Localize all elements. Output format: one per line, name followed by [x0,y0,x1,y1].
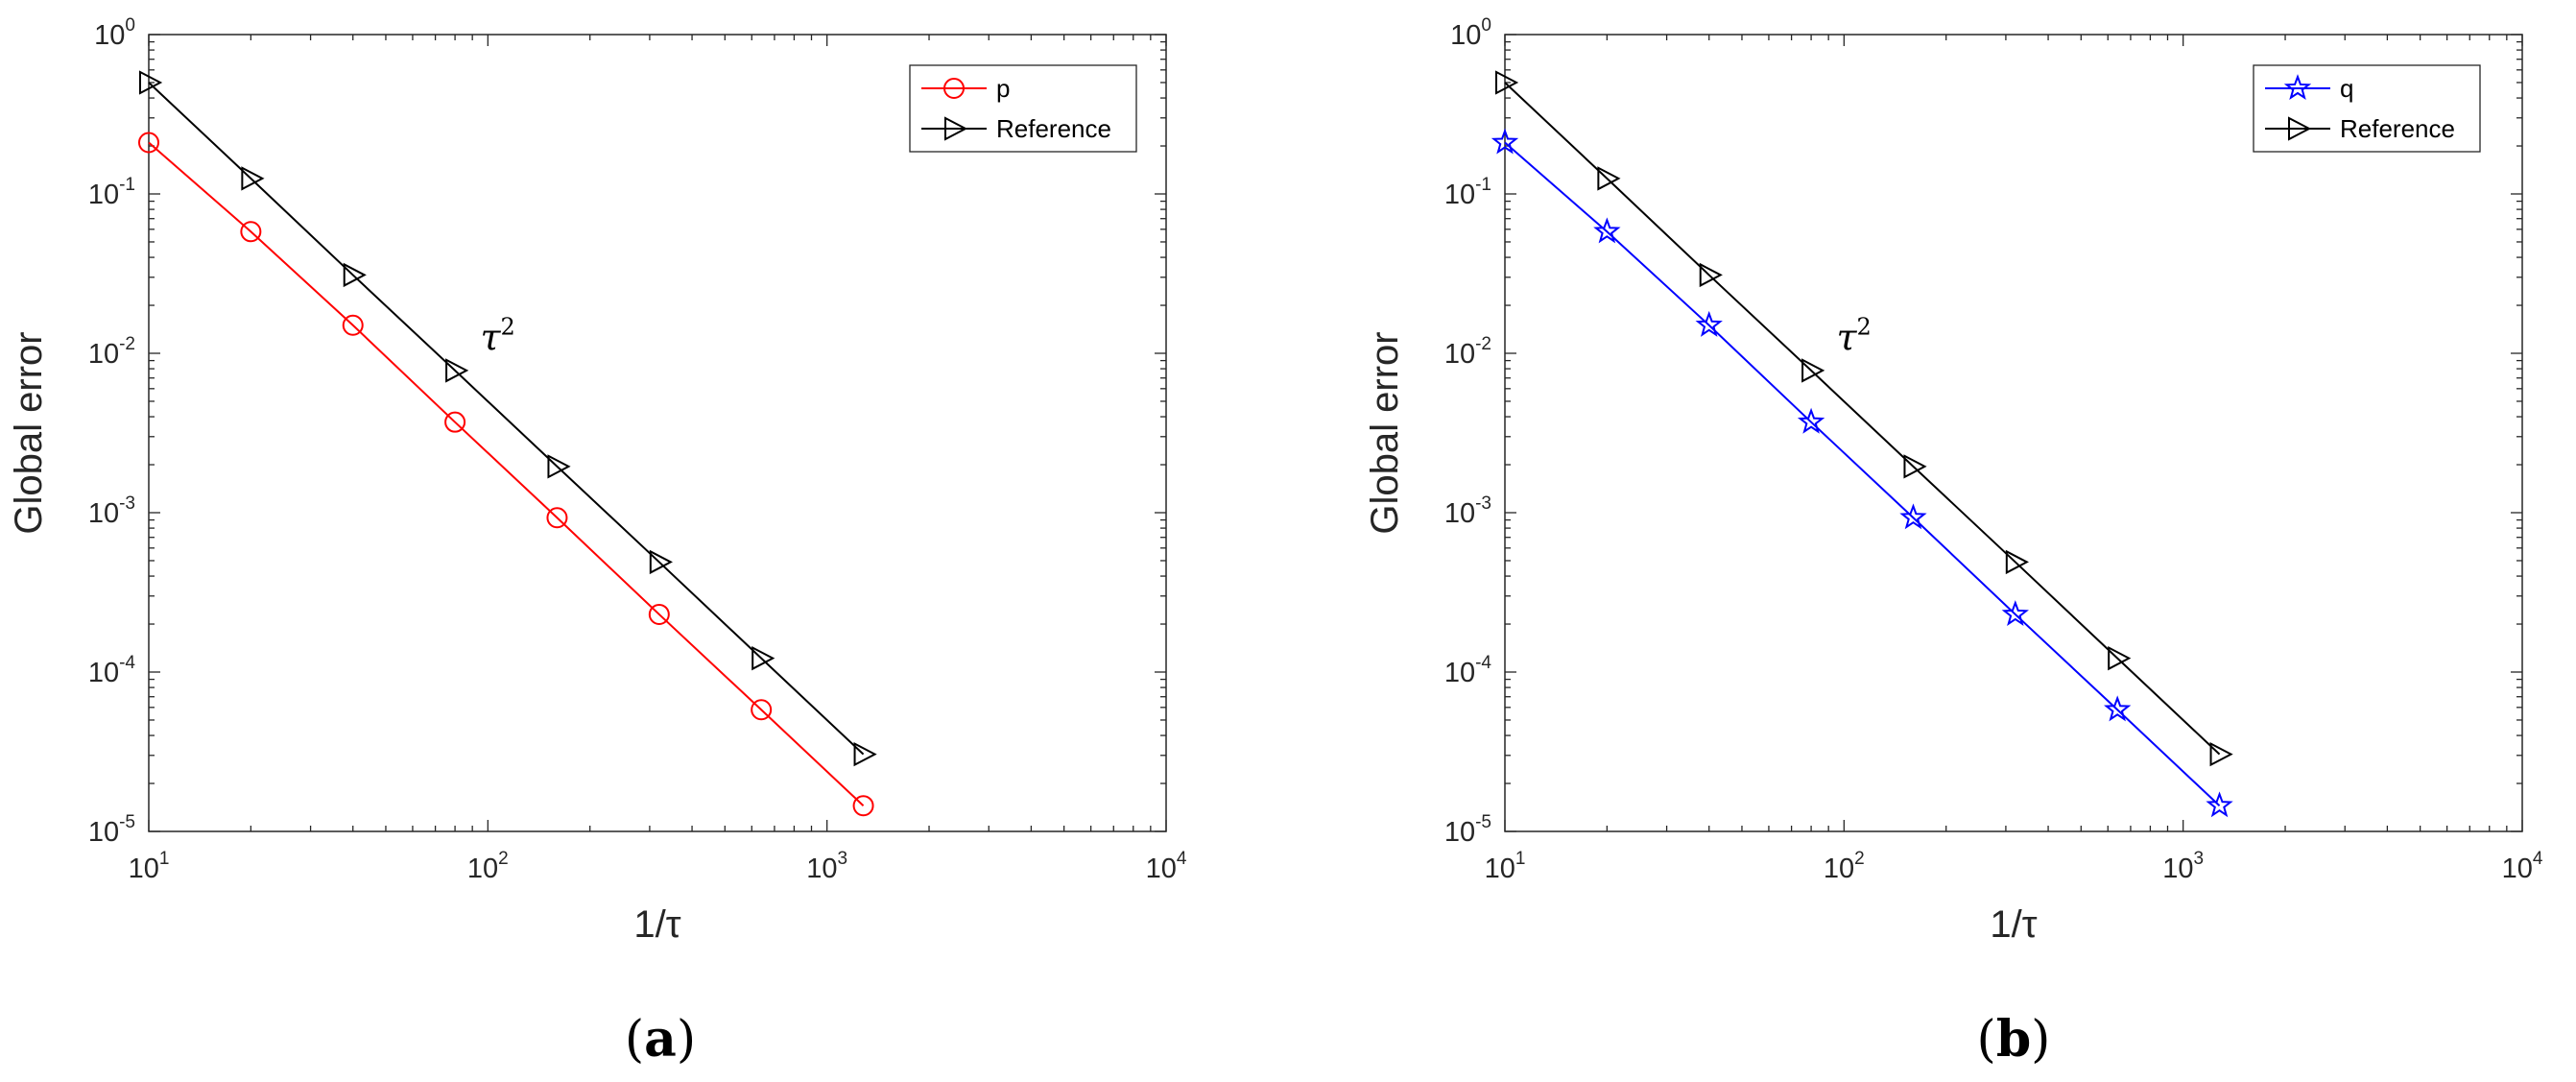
data-point [2209,741,2233,767]
series-reference [1495,70,2233,767]
legend-entry: p [996,74,1010,103]
data-point [2104,695,2132,722]
plot-area [1504,34,2523,832]
data-point [649,549,673,575]
legend-marker [943,78,965,99]
legend-marker [2283,74,2312,101]
slope-annotation: τ2 [480,313,514,358]
series-line-reference [1504,82,2221,756]
data-point [1491,128,1519,155]
legend: q Reference [2253,64,2481,153]
data-point [444,411,466,433]
x-tick-label: 101 [129,849,170,884]
data-point [1899,503,1927,530]
y-tick-label: 10-3 [88,493,135,529]
y-tick-label: 100 [1450,15,1491,51]
y-tick-label: 10-1 [1444,175,1491,210]
y-axis-label: Global error [1364,331,1406,534]
y-tick-label: 100 [94,15,135,51]
x-tick-label: 102 [1824,849,1865,884]
data-point [2001,600,2029,626]
x-tick-label: 102 [467,849,509,884]
y-tick-label: 10-3 [1444,493,1491,529]
x-tick-label: 103 [2162,849,2204,884]
chart-panel-a: 101 102 103 104 10-5 10-4 10-3 10-2 10-1 100 1/τ Gl… [8,15,1187,1069]
y-tick-label: 10-2 [1444,334,1491,370]
data-point [1495,70,1519,95]
legend-entry: Reference [2340,114,2455,143]
data-point [1593,217,1621,244]
y-tick-label: 10-4 [1444,653,1492,688]
y-tick-label: 10-2 [88,334,135,370]
data-point [546,507,568,529]
data-point [1699,262,1723,288]
series-q [1491,128,2233,818]
data-point [2005,549,2029,575]
data-point [445,358,469,383]
data-point [648,603,670,625]
y-tick-label: 10-1 [88,175,135,210]
data-point [2108,646,2132,671]
x-tick-label: 103 [806,849,847,884]
series-reference [139,70,877,767]
series-line-q [1504,141,2221,806]
series-line-reference [148,82,865,756]
x-axis-label: 1/τ [633,903,680,946]
y-tick-label: 10-5 [1444,812,1491,848]
data-point [1797,407,1825,434]
data-point [547,454,571,479]
chart-panel-b: 101 102 103 104 10-5 10-4 10-3 10-2 10-1 100 1/τ Gl… [1364,15,2543,1069]
x-axis-label: 1/τ [1990,903,2037,946]
legend-entry: Reference [996,114,1111,143]
panel-label: (b) [1977,1010,2051,1069]
series-line-p [148,141,865,806]
data-point [139,70,163,95]
data-point [852,795,874,817]
data-point [342,314,364,336]
data-point [853,741,877,767]
x-tick-label: 104 [1146,849,1187,884]
series-p [138,132,874,817]
legend-marker [2288,116,2312,141]
slope-annotation: τ2 [1836,313,1871,358]
legend: p Reference [909,64,1137,153]
legend-marker [944,116,968,141]
data-point [138,132,159,154]
y-tick-label: 10-5 [88,812,135,848]
panel-label: (a) [625,1010,696,1069]
y-tick-label: 10-4 [88,653,136,688]
data-point [751,646,775,671]
data-point [241,166,265,191]
data-point [2206,791,2233,818]
x-tick-label: 104 [2502,849,2543,884]
plot-area [148,34,1167,832]
data-point [1695,310,1723,337]
data-point [1903,454,1927,479]
data-point [1597,166,1621,191]
y-axis-label: Global error [8,331,50,534]
data-point [343,262,367,288]
data-point [1801,358,1825,383]
data-point [751,699,773,721]
legend-entry: q [2340,74,2353,103]
data-point [240,221,262,243]
x-tick-label: 101 [1485,849,1526,884]
